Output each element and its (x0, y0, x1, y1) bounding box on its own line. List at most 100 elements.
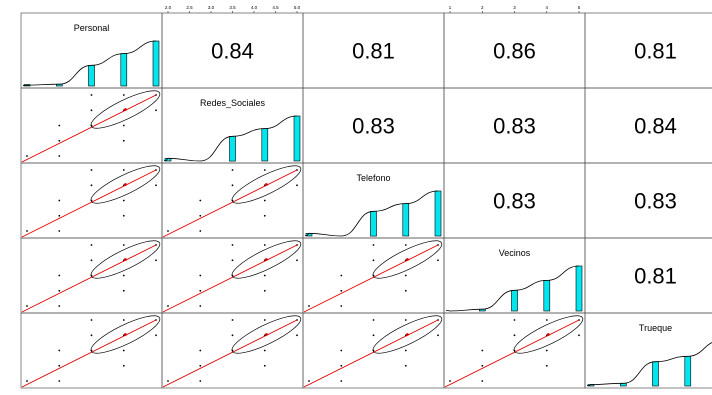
scatter-point-4-3-10 (513, 319, 516, 321)
scatter-point-3-1-7 (263, 244, 266, 246)
mean-point-4-3 (547, 333, 550, 336)
correlation-ellipse-1-0 (90, 90, 161, 129)
scatter-point-1-0-1 (58, 139, 61, 142)
fit-line-3-0 (21, 244, 157, 313)
scatter-point-3-2-12 (404, 289, 407, 292)
mean-point-1-0 (124, 108, 127, 111)
scatter-point-2-0-11 (58, 230, 61, 232)
fit-line-1-0 (21, 94, 157, 163)
panel-4-4: Trueque (584, 312, 712, 389)
scatter-point-3-1-2 (199, 274, 202, 277)
scatter-point-4-1-4 (231, 334, 234, 337)
correlation-value-0-1: 0.84 (211, 39, 254, 64)
scatter-point-4-2-10 (372, 319, 375, 321)
fit-line-4-3 (444, 319, 580, 388)
fit-line-4-2 (303, 319, 439, 388)
scatter-point-3-2-8 (437, 259, 439, 262)
histogram-bar-Trueque-3 (652, 361, 659, 387)
correlation-value-0-3: 0.86 (493, 39, 536, 64)
scatter-point-4-1-7 (263, 319, 266, 321)
correlation-ellipse-2-0 (90, 165, 161, 204)
scatter-point-4-2-7 (404, 319, 407, 321)
scatter-point-4-1-0 (167, 380, 169, 382)
variable-label-Telefono: Telefono (356, 173, 390, 183)
scatter-point-4-1-5 (263, 349, 266, 352)
variable-label-Trueque: Trueque (639, 323, 672, 333)
variable-label-Personal: Personal (74, 23, 110, 33)
histogram-bar-Vecinos-5 (575, 265, 583, 312)
top-axis-label-3-0: 1 (449, 5, 452, 10)
mean-point-2-1 (265, 183, 268, 186)
histogram-bar-Trueque-4 (684, 355, 692, 387)
scatter-point-3-2-1 (340, 289, 343, 292)
scatter-point-4-0-1 (58, 364, 61, 367)
variable-label-Redes_Sociales: Redes_Sociales (200, 98, 266, 108)
scatter-point-3-2-0 (308, 305, 310, 307)
scatter-point-4-2-1 (340, 364, 343, 367)
scatter-point-2-1-4 (231, 184, 234, 187)
scatter-point-4-0-0 (26, 380, 28, 382)
scatter-point-4-2-2 (340, 349, 343, 352)
scatter-point-2-0-8 (155, 184, 157, 187)
scatter-point-3-0-11 (58, 305, 61, 307)
scatter-point-3-0-10 (90, 244, 93, 246)
scatter-point-2-1-10 (231, 169, 234, 171)
scatter-point-4-1-10 (231, 319, 234, 321)
histogram-bar-Personal-4 (120, 53, 128, 87)
fit-line-4-1 (162, 319, 298, 388)
scatter-point-2-0-4 (90, 184, 93, 187)
scatter-point-2-1-5 (263, 199, 266, 202)
correlation-ellipse-3-0 (90, 240, 161, 279)
histogram-bar-Redes_Sociales-3 (229, 136, 236, 162)
scatter-point-4-1-2 (199, 349, 202, 352)
scatter-point-3-1-5 (263, 274, 266, 277)
scatter-point-3-0-12 (122, 289, 125, 292)
panel-1-1: Redes_Sociales (161, 87, 304, 164)
scatter-point-4-0-8 (155, 334, 157, 337)
scatter-point-3-0-4 (90, 259, 93, 262)
scatter-point-3-0-8 (155, 259, 157, 262)
scatter-point-3-1-11 (199, 305, 202, 307)
scatter-point-2-0-12 (122, 214, 125, 217)
scatter-point-3-2-10 (372, 244, 375, 246)
scatter-point-1-0-0 (26, 155, 28, 157)
panel-1-2: 0.83 (302, 87, 445, 164)
histogram-bar-Telefono-5 (434, 190, 442, 237)
fit-line-3-1 (162, 244, 298, 313)
histogram-bar-Personal-5 (152, 40, 160, 87)
scatter-point-1-0-8 (155, 109, 157, 112)
scatter-point-2-0-10 (90, 169, 93, 171)
scatter-point-3-2-5 (404, 274, 407, 277)
correlation-ellipse-4-0 (90, 315, 161, 354)
scatter-point-4-1-12 (263, 364, 266, 367)
mean-point-3-1 (265, 258, 268, 261)
scatter-point-2-1-7 (263, 169, 266, 171)
scatter-point-4-3-1 (481, 364, 484, 367)
scatter-point-3-1-10 (231, 244, 234, 246)
panel-2-3: 0.83 (443, 162, 586, 239)
mean-point-3-2 (406, 258, 409, 261)
scatter-point-3-1-1 (199, 289, 202, 292)
scatter-point-4-2-8 (437, 334, 439, 337)
correlation-value-0-4: 0.81 (634, 39, 677, 64)
correlation-ellipse-4-2 (372, 315, 443, 354)
histogram-bar-Telefono-3 (370, 211, 377, 237)
mean-point-4-2 (406, 333, 409, 336)
scatter-point-4-2-4 (372, 334, 375, 337)
scatter-point-2-1-1 (199, 214, 202, 217)
scatter-point-3-2-11 (340, 305, 343, 307)
top-axis-label-3-2: 3 (513, 5, 516, 10)
top-axis-label-3-3: 4 (546, 5, 549, 10)
fit-line-2-1 (162, 169, 298, 238)
correlation-ellipse-2-1 (231, 165, 302, 204)
top-axis-label-1-4: 4.0 (251, 5, 258, 10)
histogram-bar-Redes_Sociales-4 (261, 128, 269, 162)
scatter-point-4-3-5 (545, 349, 548, 352)
mean-point-3-0 (124, 258, 127, 261)
correlation-value-1-3: 0.83 (493, 114, 536, 139)
fit-line-3-2 (303, 244, 439, 313)
scatter-point-2-0-2 (58, 199, 61, 202)
scatter-point-4-0-5 (122, 349, 125, 352)
scatter-point-1-0-12 (122, 139, 125, 142)
